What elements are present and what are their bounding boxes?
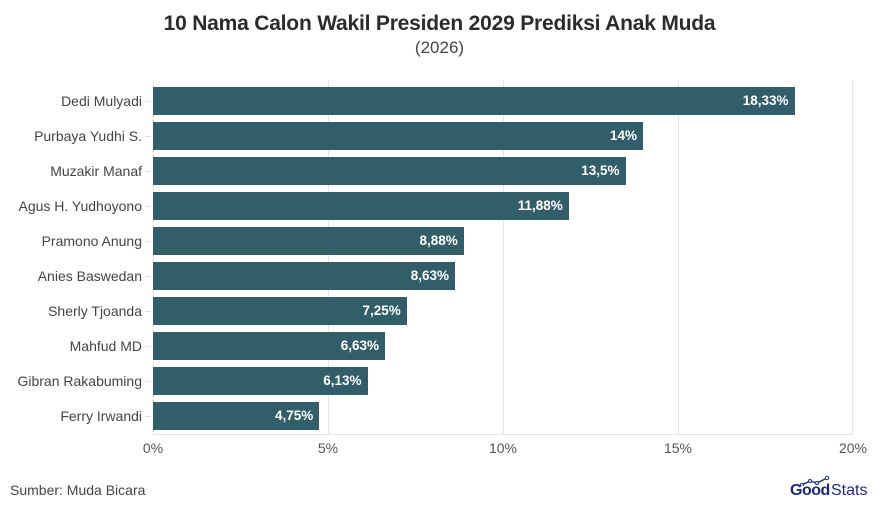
bar: 4,75% bbox=[153, 402, 320, 430]
chart-subtitle: (2026) bbox=[414, 38, 465, 57]
bar: 6,63% bbox=[153, 332, 386, 360]
plot-area bbox=[153, 80, 853, 435]
category-label: Anies Baswedan bbox=[37, 268, 142, 284]
trend-line-icon bbox=[800, 476, 830, 486]
bar: 18,33% bbox=[153, 87, 795, 115]
bar-value-label: 7,25% bbox=[362, 303, 401, 318]
bar: 8,63% bbox=[153, 262, 456, 290]
category-label: Gibran Rakabuming bbox=[17, 373, 142, 389]
y-tick-mark bbox=[145, 276, 151, 277]
x-tick-label: 0% bbox=[142, 440, 164, 456]
logo-text-stats: Stats bbox=[831, 482, 868, 499]
category-label: Pramono Anung bbox=[41, 233, 142, 249]
category-label: Agus H. Yudhoyono bbox=[18, 198, 142, 214]
logo-text-good: Good bbox=[790, 482, 830, 499]
y-tick-mark bbox=[145, 346, 151, 347]
category-label: Sherly Tjoanda bbox=[48, 303, 142, 319]
gridline-15 bbox=[678, 80, 679, 435]
bar-value-label: 8,63% bbox=[410, 268, 450, 283]
category-label: Purbaya Yudhi S. bbox=[34, 128, 142, 144]
bar-value-label: 4,75% bbox=[274, 408, 314, 423]
bar-value-label: 6,63% bbox=[340, 338, 380, 353]
y-tick-mark bbox=[145, 206, 151, 207]
y-tick-mark bbox=[145, 381, 151, 382]
y-tick-mark bbox=[145, 241, 151, 242]
bar: 7,25% bbox=[153, 297, 407, 325]
bar-value-label: 18,33% bbox=[742, 93, 789, 108]
category-label: Mahfud MD bbox=[69, 338, 142, 354]
chart-title: 10 Nama Calon Wakil Presiden 2029 Predik… bbox=[163, 12, 716, 35]
x-tick-label: 10% bbox=[488, 440, 518, 456]
bar-value-label: 6,13% bbox=[323, 373, 362, 388]
source-note: Sumber: Muda Bicara bbox=[10, 482, 146, 498]
category-label: Dedi Mulyadi bbox=[61, 93, 142, 109]
bar: 8,88% bbox=[153, 227, 464, 255]
y-tick-mark bbox=[145, 311, 151, 312]
gridline-20 bbox=[852, 80, 853, 435]
y-tick-mark bbox=[145, 171, 151, 172]
gridline-5 bbox=[328, 80, 329, 435]
bar-value-label: 8,88% bbox=[419, 233, 458, 248]
bar: 11,88% bbox=[153, 192, 569, 220]
x-tick-label: 20% bbox=[838, 440, 868, 456]
y-tick-mark bbox=[145, 136, 151, 137]
x-tick-label: 5% bbox=[317, 440, 339, 456]
gridline-0 bbox=[153, 80, 154, 435]
gridline-10 bbox=[503, 80, 504, 435]
bar-value-label: 14% bbox=[609, 128, 637, 143]
category-label: Muzakir Manaf bbox=[50, 163, 142, 179]
x-tick-label: 15% bbox=[663, 440, 693, 456]
x-axis-line bbox=[153, 434, 853, 435]
category-label: Ferry Irwandi bbox=[60, 408, 142, 424]
goodstats-logo: Good Stats bbox=[790, 476, 872, 502]
bar-value-label: 13,5% bbox=[581, 163, 620, 178]
y-tick-mark bbox=[145, 101, 151, 102]
bar: 14% bbox=[153, 122, 643, 150]
bar: 6,13% bbox=[153, 367, 368, 395]
y-tick-mark bbox=[145, 416, 151, 417]
bar: 13,5% bbox=[153, 157, 626, 185]
bar-value-label: 11,88% bbox=[517, 198, 563, 213]
